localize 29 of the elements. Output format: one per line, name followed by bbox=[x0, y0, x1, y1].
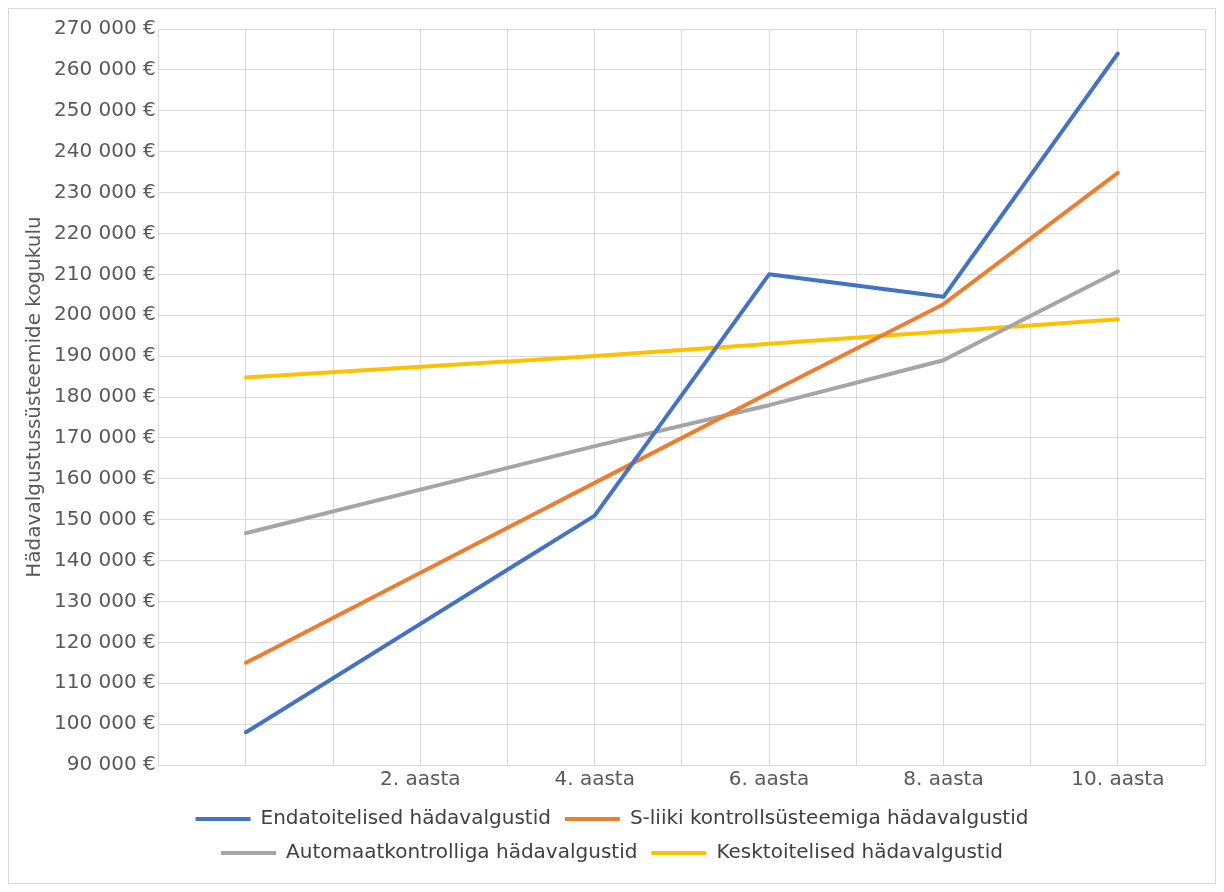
x-tick-label: 10. aasta bbox=[1071, 766, 1165, 791]
y-tick-label: 190 000 € bbox=[53, 342, 156, 367]
y-tick-label: 150 000 € bbox=[53, 505, 156, 530]
y-tick-label: 210 000 € bbox=[53, 260, 156, 285]
y-axis-title: Hädavalgustussüsteemide kogukulu bbox=[21, 216, 46, 578]
y-tick-label: 130 000 € bbox=[53, 587, 156, 612]
y-tick-label: 240 000 € bbox=[53, 137, 156, 162]
y-tick-label: 220 000 € bbox=[53, 219, 156, 244]
y-tick-label: 100 000 € bbox=[53, 710, 156, 735]
x-tick-label: 6. aasta bbox=[728, 766, 810, 791]
y-tick-label: 160 000 € bbox=[53, 464, 156, 489]
y-tick-label: 180 000 € bbox=[53, 383, 156, 408]
y-tick-label: 140 000 € bbox=[53, 546, 156, 571]
y-tick-label: 250 000 € bbox=[53, 96, 156, 121]
y-tick-label: 170 000 € bbox=[53, 424, 156, 449]
legend-label: Kesktoitelised hädavalgustid bbox=[716, 839, 1003, 864]
y-tick-label: 270 000 € bbox=[53, 15, 156, 40]
x-tick-label: 8. aasta bbox=[903, 766, 984, 791]
x-tick-label: 4. aasta bbox=[554, 766, 635, 791]
y-tick-label: 90 000 € bbox=[66, 751, 156, 776]
y-tick-label: 230 000 € bbox=[53, 178, 156, 203]
legend-label: Automaatkontrolliga hädavalgustid bbox=[286, 839, 638, 864]
legend-label: S-liiki kontrollsüsteemiga hädavalgustid bbox=[629, 805, 1029, 830]
y-tick-label: 110 000 € bbox=[53, 669, 156, 694]
y-tick-label: 120 000 € bbox=[53, 628, 156, 653]
legend-label: Endatoitelised hädavalgustid bbox=[260, 805, 551, 830]
y-tick-label: 260 000 € bbox=[53, 56, 156, 81]
x-tick-label: 2. aasta bbox=[380, 766, 461, 791]
y-tick-label: 200 000 € bbox=[53, 301, 156, 326]
